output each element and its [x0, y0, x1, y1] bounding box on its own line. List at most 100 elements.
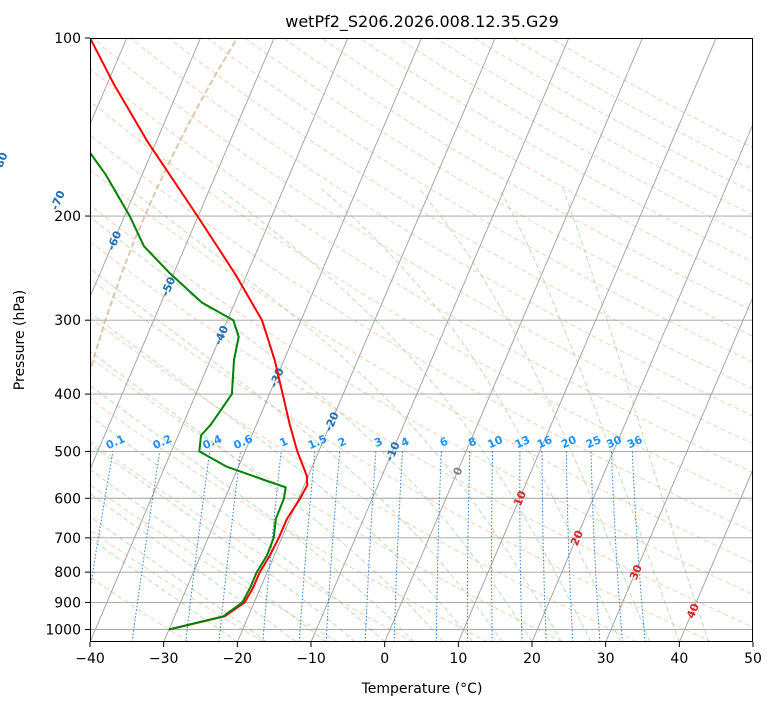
y-tick-label: 500 [54, 444, 81, 460]
mixing-ratio-line [466, 451, 471, 642]
x-tick-label: 20 [523, 651, 541, 667]
isotherm-line [90, 38, 349, 642]
mixing-ratio-line [590, 451, 601, 642]
moist-adiabat-line [129, 188, 562, 642]
dry-adiabat-line [90, 529, 264, 642]
isotherm-line [90, 38, 275, 471]
dry-adiabat-line [90, 278, 712, 642]
mixing-ratio-line [218, 451, 241, 642]
moist-adiabat-line [90, 216, 533, 642]
x-tick-label: 10 [449, 651, 467, 667]
chart-title: wetPf2_S206.2026.008.12.35.G29 [285, 12, 559, 32]
isotherm-label: -80 [0, 150, 11, 174]
dry-adiabat-line [90, 67, 753, 473]
mixing-ratio-lines [90, 451, 646, 642]
moist-adiabat-line [90, 415, 386, 642]
moist-adiabat-line [321, 188, 621, 642]
y-tick-label: 600 [54, 491, 81, 507]
isotherm-label: 30 [627, 562, 645, 581]
dry-adiabat-line [168, 38, 753, 390]
mixing-ratio-line [185, 451, 211, 642]
mixing-ratio-label: 16 [535, 433, 555, 451]
moist-adiabat-line [90, 537, 238, 642]
dry-adiabat-line [90, 204, 753, 595]
x-tick-label: −20 [223, 651, 253, 667]
x-axis-label: Temperature (°C) [361, 681, 483, 697]
y-tick-label: 800 [54, 565, 81, 581]
isotherm-label: 10 [511, 489, 529, 508]
isotherm-line [310, 38, 570, 642]
x-tick-label: 40 [670, 651, 688, 667]
mixing-ratio-line [565, 451, 574, 642]
dry-adiabat-line [130, 38, 753, 417]
y-tick-label: 700 [54, 531, 81, 547]
mixing-ratio-label: 36 [625, 433, 645, 451]
moist-adiabat-line [90, 492, 297, 642]
axis-ticks: −40 −30 −20 −10 0 10 20 30 40 50 1000 900 800 700 600 5… [45, 31, 762, 667]
isotherm-line [384, 38, 643, 642]
moist-adiabat-line [90, 311, 474, 642]
dry-adiabat-line [90, 134, 753, 533]
x-tick-label: −30 [149, 651, 179, 667]
dry-adiabat-line [90, 398, 488, 642]
dewpoint-profile-line [90, 151, 287, 631]
mixing-ratio-label: 30 [604, 433, 624, 451]
mixing-ratio-line [435, 451, 442, 642]
y-tick-label: 1000 [45, 622, 81, 638]
x-tick-label: −40 [75, 651, 105, 667]
dry-adiabat-line [90, 241, 753, 628]
dry-adiabat-line [90, 317, 638, 642]
temperature-profile-line [90, 38, 309, 631]
dry-adiabat-line [206, 38, 753, 363]
moist-adiabat-line [419, 188, 651, 642]
moist-adiabat-line [90, 443, 356, 642]
mixing-ratio-line [364, 451, 377, 642]
y-tick-label: 100 [54, 31, 81, 47]
isotherm-label: 20 [568, 528, 586, 547]
mixing-ratio-label: 13 [513, 433, 532, 451]
mixing-ratio-line [325, 451, 341, 642]
moist-adiabat-line [90, 384, 415, 642]
plot-frame [90, 38, 753, 642]
mixing-ratio-line [541, 451, 547, 642]
mixing-ratio-line [631, 451, 646, 642]
mixing-ratio-label: 25 [584, 433, 603, 451]
x-tick-label: −10 [296, 651, 326, 667]
x-tick-label: 50 [744, 651, 762, 667]
y-tick-label: 200 [54, 209, 81, 225]
moist-adiabat-line [499, 188, 680, 642]
mixing-ratio-line [298, 451, 316, 642]
mixing-ratio-line [393, 451, 403, 642]
moist-adiabat-line [90, 468, 327, 642]
isotherm-line [163, 38, 422, 642]
mixing-ratio-line [491, 451, 494, 642]
dry-adiabat-line [90, 100, 753, 503]
mixing-ratio-label: 10 [486, 433, 506, 451]
y-tick-label: 400 [54, 387, 81, 403]
isotherm-line [531, 123, 753, 642]
mixing-ratio-label: 20 [559, 433, 579, 451]
isotherm-label: 40 [684, 601, 702, 620]
x-tick-label: 30 [597, 651, 615, 667]
moist-adiabat-line [90, 267, 503, 642]
mixing-ratio-line [611, 451, 623, 642]
y-tick-label: 300 [54, 313, 81, 329]
dry-adiabat-line [244, 38, 753, 337]
moist-adiabat-line [90, 515, 268, 642]
mixing-ratio-line [519, 451, 523, 642]
mixing-ratio-line [262, 451, 282, 642]
dry-adiabat-line [90, 169, 753, 564]
isotherm-line [457, 38, 717, 642]
dry-adiabat-line [90, 357, 563, 642]
isotherm-line [678, 468, 753, 642]
y-axis-label: Pressure (hPa) [12, 290, 28, 390]
y-tick-label: 900 [54, 595, 81, 611]
isotherm-line [605, 295, 753, 642]
isotherm-line [90, 38, 201, 299]
isotherm-line [236, 38, 496, 642]
x-tick-label: 0 [380, 651, 389, 667]
sounding-profiles [90, 38, 309, 631]
